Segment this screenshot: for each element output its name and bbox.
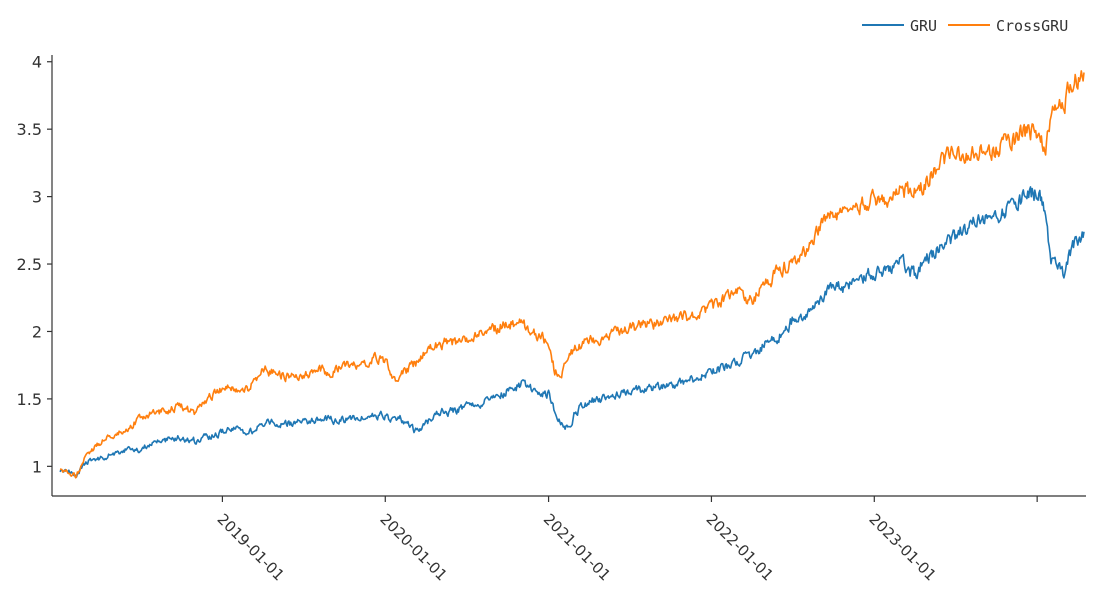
- x-tick-label: 2023-01-01: [865, 510, 939, 584]
- y-tick-label: 2.5: [17, 255, 42, 274]
- legend-label-gru: GRU: [910, 17, 937, 35]
- x-tick-label: 2022-01-01: [703, 510, 777, 584]
- series-line-crossgru: [59, 70, 1085, 479]
- y-tick-label: 1: [32, 457, 42, 476]
- legend: GRU CrossGRU: [862, 17, 1068, 35]
- x-tick-label: 2020-01-01: [376, 510, 450, 584]
- y-tick-label: 4: [32, 53, 42, 72]
- y-tick-label: 2: [32, 322, 42, 341]
- series-line-gru: [59, 186, 1085, 478]
- x-tick-label: 2021-01-01: [540, 510, 614, 584]
- y-tick-label: 3.5: [17, 120, 42, 139]
- x-tick-label: 2019-01-01: [214, 510, 288, 584]
- y-tick-label: 1.5: [17, 390, 42, 409]
- y-tick-label: 3: [32, 188, 42, 207]
- legend-label-crossgru: CrossGRU: [996, 17, 1068, 35]
- series-layer: [59, 70, 1085, 479]
- axes: 1 1.5 2 2.5 3 3.5 4 2019-01-01 2020-01-01 2021-01…: [17, 53, 1086, 584]
